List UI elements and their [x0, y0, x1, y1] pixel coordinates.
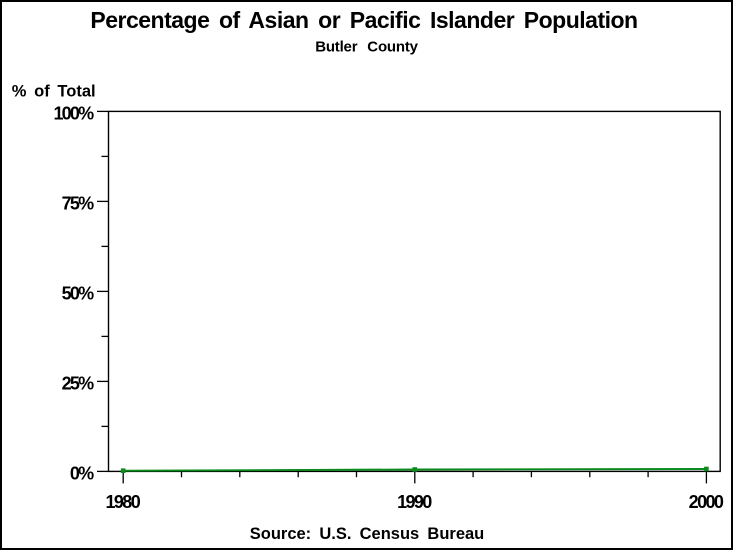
svg-text:1980: 1980: [105, 492, 140, 512]
svg-text:50%: 50%: [62, 283, 94, 303]
svg-text:Butler County: Butler County: [315, 39, 418, 56]
svg-text:% of Total: % of Total: [12, 83, 96, 101]
svg-text:Source: U.S. Census Bureau: Source: U.S. Census Bureau: [250, 525, 485, 543]
svg-text:100%: 100%: [53, 104, 94, 124]
svg-text:1990: 1990: [397, 492, 432, 512]
svg-text:75%: 75%: [62, 194, 94, 214]
svg-text:Percentage of Asian or Pacific: Percentage of Asian or Pacific Islander …: [90, 7, 637, 33]
svg-text:2000: 2000: [689, 492, 724, 512]
svg-text:25%: 25%: [62, 373, 94, 393]
svg-text:0%: 0%: [70, 463, 94, 483]
